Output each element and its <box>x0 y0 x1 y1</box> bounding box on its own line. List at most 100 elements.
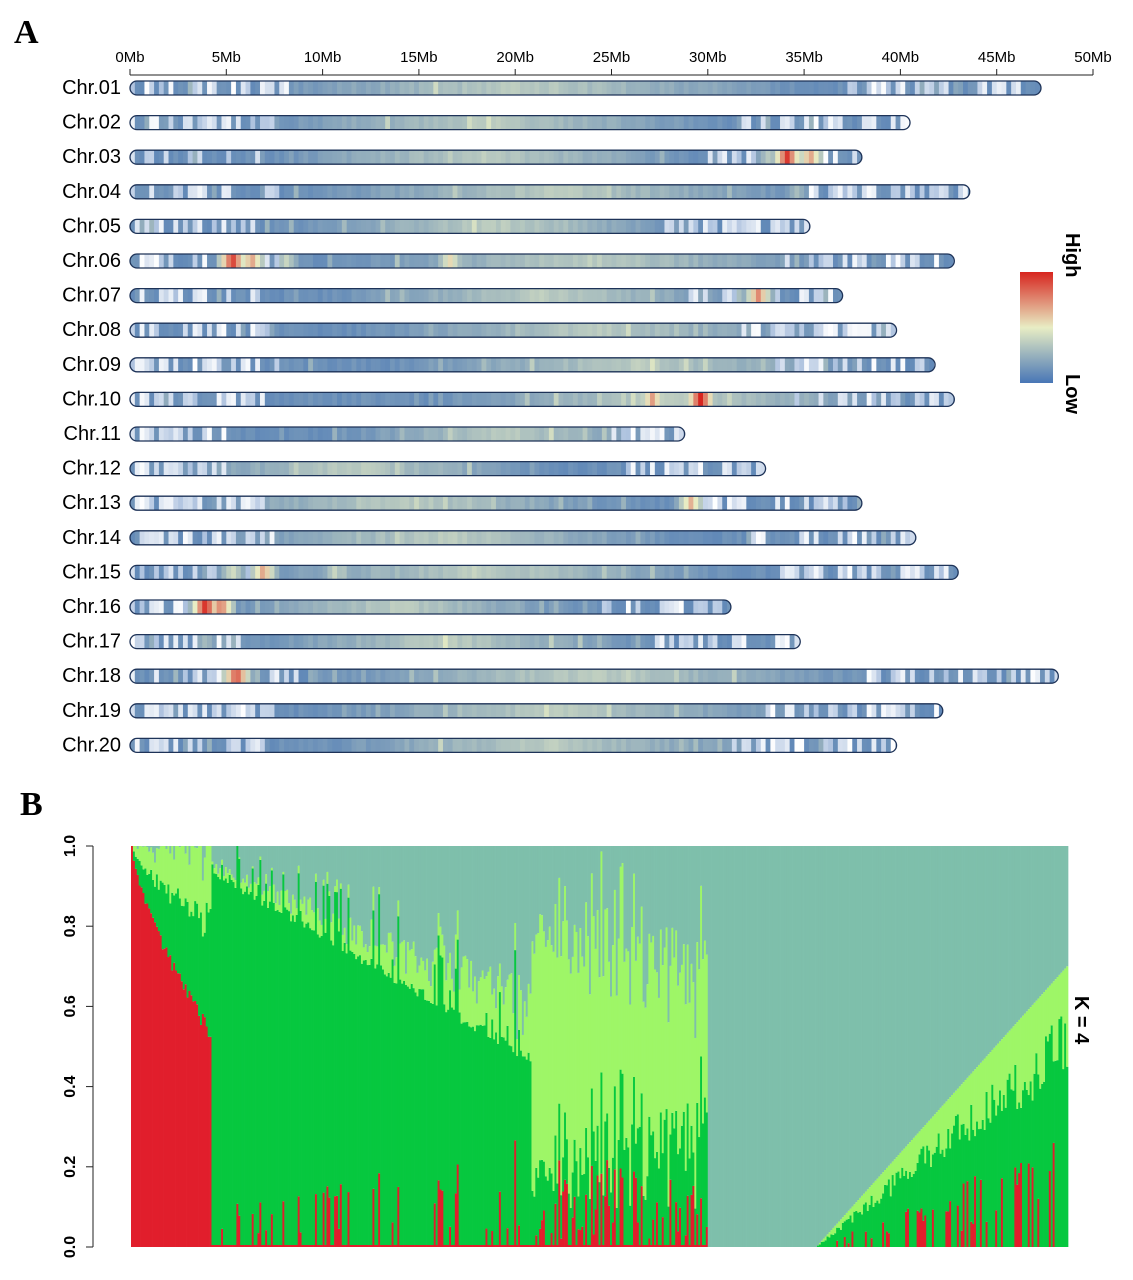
admixture-bar-segment <box>947 1128 950 1212</box>
admixture-bar-segment <box>546 846 550 941</box>
admixture-bar-segment <box>554 846 557 905</box>
admixture-bar-segment <box>460 967 463 1024</box>
admixture-bar-segment <box>665 1244 668 1247</box>
admixture-bar-segment <box>611 1222 615 1247</box>
admixture-bar-segment <box>259 846 262 857</box>
admixture-bar-segment <box>516 846 519 1040</box>
admixture-bar-segment <box>475 1244 479 1247</box>
admixture-bar-segment <box>845 1212 848 1220</box>
admixture-bar-segment <box>592 1234 596 1247</box>
admixture-bar-segment <box>196 848 199 904</box>
admixture-bar-segment <box>414 992 417 1245</box>
admixture-bar-segment <box>1027 1095 1031 1164</box>
admixture-bar-segment <box>631 1124 634 1245</box>
admixture-bar-segment <box>234 887 237 1245</box>
admixture-bar-segment <box>567 1244 571 1247</box>
admixture-bar-segment <box>928 1120 931 1151</box>
admixture-bar-segment <box>862 846 866 1194</box>
admixture-bar-segment <box>638 1244 642 1247</box>
admixture-bar-segment <box>519 990 523 1051</box>
admixture-bar-segment <box>291 1244 295 1247</box>
admixture-bar-segment <box>954 846 958 1091</box>
admixture-bar-segment <box>935 1146 939 1247</box>
admixture-bar-segment <box>251 866 254 869</box>
admixture-bar-segment <box>199 912 203 1025</box>
admixture-bar-segment <box>853 1204 856 1212</box>
admixture-bar-segment <box>150 847 153 870</box>
admixture-bar-segment <box>594 846 597 949</box>
admixture-bar-segment <box>382 846 385 945</box>
admixture-bar-segment <box>935 846 939 1113</box>
admixture-bar-segment <box>830 1234 833 1247</box>
admixture-bar-segment <box>592 916 596 1132</box>
admixture-bar-segment <box>914 1135 917 1171</box>
admixture-bar-segment <box>255 883 258 896</box>
admixture-bar-segment <box>276 910 279 1245</box>
admixture-bar-segment <box>634 846 638 961</box>
admixture-bar-segment <box>397 1186 400 1247</box>
admixture-bar-segment <box>215 846 218 865</box>
chromosome-label: Chr.10 <box>62 388 121 410</box>
admixture-bar-segment <box>355 1244 358 1247</box>
admixture-bar-segment <box>142 846 145 870</box>
admixture-bar-segment <box>608 1205 611 1247</box>
admixture-bar-segment <box>176 973 180 1247</box>
admixture-bar-segment <box>608 961 611 1168</box>
admixture-bar-segment <box>997 1043 1000 1106</box>
admixture-bar-segment <box>385 952 389 977</box>
admixture-bar-segment <box>648 846 651 934</box>
admixture-bar-segment <box>855 846 858 1203</box>
admixture-bar-segment <box>949 1097 952 1149</box>
admixture-bar-segment <box>309 846 312 898</box>
admixture-bar-segment <box>364 959 368 1245</box>
admixture-bar-segment <box>838 1221 841 1228</box>
chromosome-label: Chr.15 <box>62 561 121 583</box>
admixture-bar-segment <box>389 1244 392 1247</box>
admixture-bar-segment <box>267 907 270 1245</box>
admixture-bar-segment <box>987 846 990 1055</box>
admixture-bar-segment <box>387 932 391 973</box>
admixture-bar-segment <box>956 1205 960 1247</box>
admixture-bar-segment <box>512 1244 515 1247</box>
chromosome-label: Chr.11 <box>64 423 121 445</box>
admixture-bar-segment <box>818 846 822 1243</box>
admixture-bar-segment <box>634 1177 638 1247</box>
admixture-bar-segment <box>868 846 871 1188</box>
admixture-bar-segment <box>495 1244 498 1247</box>
admixture-bar-segment <box>895 1172 898 1247</box>
admixture-bar-segment <box>527 846 530 984</box>
admixture-bar-segment <box>213 1244 216 1247</box>
admixture-bar-segment <box>585 902 588 1128</box>
admixture-bar-segment <box>280 846 283 891</box>
admixture-bar-segment <box>579 1230 582 1247</box>
admixture-bar-segment <box>395 957 398 984</box>
admixture-bar-segment <box>405 846 408 974</box>
admixture-bar-segment <box>378 887 381 895</box>
admixture-bar-segment <box>1000 1110 1004 1179</box>
admixture-bar-segment <box>926 1145 929 1247</box>
admixture-bar-segment <box>410 1244 414 1247</box>
admixture-bar-segment <box>234 846 237 881</box>
chromosome-bar-fill <box>130 184 970 199</box>
admixture-bar-segment <box>443 1244 446 1247</box>
admixture-bar-segment <box>1056 846 1059 978</box>
admixture-bar-segment <box>588 846 592 995</box>
admixture-bar-segment <box>1012 1090 1015 1247</box>
admixture-bar-segment <box>889 846 893 1164</box>
admixture-bar-segment <box>184 984 187 1247</box>
admixture-bar-segment <box>161 846 164 883</box>
admixture-bar-segment <box>150 846 153 848</box>
admixture-bar-segment <box>924 846 927 1125</box>
admixture-bar-segment <box>820 846 824 1241</box>
admixture-bar-segment <box>249 883 253 892</box>
admixture-bar-segment <box>564 1179 567 1247</box>
admixture-bar-segment <box>1046 846 1050 988</box>
admixture-bar-segment <box>456 846 460 911</box>
admixture-bar-segment <box>382 969 385 1245</box>
admixture-bar-segment <box>931 1209 935 1247</box>
admixture-bar-segment <box>286 846 289 890</box>
admixture-bar-segment <box>560 1195 563 1239</box>
admixture-bar-segment <box>1046 1041 1050 1247</box>
admixture-bar-segment <box>487 971 490 1037</box>
admixture-bar-segment <box>420 1244 423 1247</box>
